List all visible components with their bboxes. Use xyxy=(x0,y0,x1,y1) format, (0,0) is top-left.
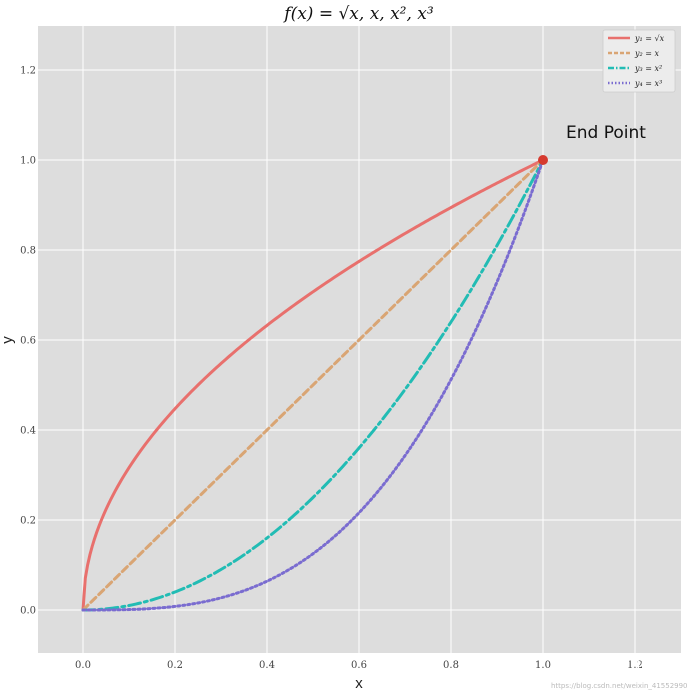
series-line-sqrt xyxy=(81,158,545,612)
series-line-square xyxy=(81,158,545,612)
y-tick-label: 0.2 xyxy=(20,516,36,527)
x-ticks: 0.0 0.2 0.4 0.6 0.8 1.0 1.2 xyxy=(75,660,643,671)
legend-items: y₁ = √x y₂ = x y₃ = x² y₄ = x³ xyxy=(608,34,665,88)
watermark-url: https://blog.csdn.net/weixin_41552990 xyxy=(551,682,688,690)
series-line-linear xyxy=(81,158,545,612)
legend-box xyxy=(602,29,676,93)
end-point-marker xyxy=(538,155,548,165)
y-tick-label: 0.0 xyxy=(20,606,36,617)
curves xyxy=(81,158,545,612)
x-tick-label: 0.2 xyxy=(167,660,183,671)
series-line-cube xyxy=(81,158,545,612)
legend-label: y₄ = x³ xyxy=(634,79,662,88)
x-tick-label: 0.4 xyxy=(259,660,275,671)
y-ticks: 0.0 0.2 0.4 0.6 0.8 1.0 1.2 xyxy=(20,66,36,617)
watermark: 知乎 @Gene xyxy=(555,653,650,672)
x-tick-label: 0.8 xyxy=(443,660,459,671)
x-tick-label: 0.6 xyxy=(351,660,367,671)
legend-label: y₂ = x xyxy=(634,49,660,58)
y-tick-label: 1.2 xyxy=(20,66,36,77)
y-tick-label: 0.4 xyxy=(20,426,36,437)
legend-label: y₁ = √x xyxy=(634,34,665,43)
chart-title: f(x) = √x, x, x², x³ xyxy=(282,4,434,24)
x-tick-label: 0.0 xyxy=(75,660,91,671)
legend: y₁ = √x y₂ = x y₃ = x² y₄ = x³ xyxy=(602,29,676,93)
y-tick-label: 0.6 xyxy=(20,336,36,347)
y-tick-label: 0.8 xyxy=(20,246,36,257)
x-axis-label: x xyxy=(355,675,363,691)
legend-label: y₃ = x² xyxy=(634,64,662,73)
x-tick-label: 1.2 xyxy=(627,660,643,671)
x-tick-label: 1.0 xyxy=(535,660,551,671)
y-tick-label: 1.0 xyxy=(20,156,36,167)
y-axis-label: y xyxy=(0,336,16,344)
annotation-end-point: End Point xyxy=(566,123,646,143)
